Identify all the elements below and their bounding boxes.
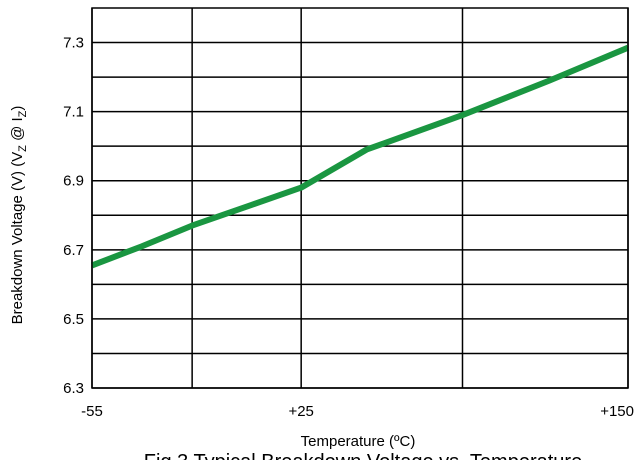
y-axis-label-sub1: Z: [17, 145, 29, 152]
x-tick-label: +25: [288, 403, 313, 420]
series-line: [90, 44, 630, 269]
series-layer: [90, 44, 630, 269]
figure-caption: Fig.3 Typical Breakdown Voltage vs. Temp…: [144, 451, 582, 460]
y-tick-label: 6.9: [63, 173, 84, 190]
y-tick-labels: 6.3 6.5 6.7 6.9 7.1 7.3: [63, 35, 84, 397]
y-tick-label: 7.1: [63, 104, 84, 121]
plot-border: [91, 7, 629, 389]
y-tick-label: 7.3: [63, 35, 84, 52]
x-tick-label: -55: [81, 403, 103, 420]
x-tick-label: +150: [600, 403, 634, 420]
y-tick-label: 6.5: [63, 311, 84, 328]
grid: [91, 8, 629, 389]
plot-frame: [91, 7, 629, 389]
y-tick-label: 6.3: [63, 380, 84, 397]
y-axis-label-sub2: Z: [17, 110, 29, 117]
x-tick-labels: -55 +25 +150: [81, 403, 634, 420]
y-axis-label: Breakdown Voltage (V) (VZ @ IZ): [9, 106, 29, 325]
y-tick-label: 6.7: [63, 242, 84, 259]
x-axis-label: Temperature (ºC): [301, 433, 416, 450]
